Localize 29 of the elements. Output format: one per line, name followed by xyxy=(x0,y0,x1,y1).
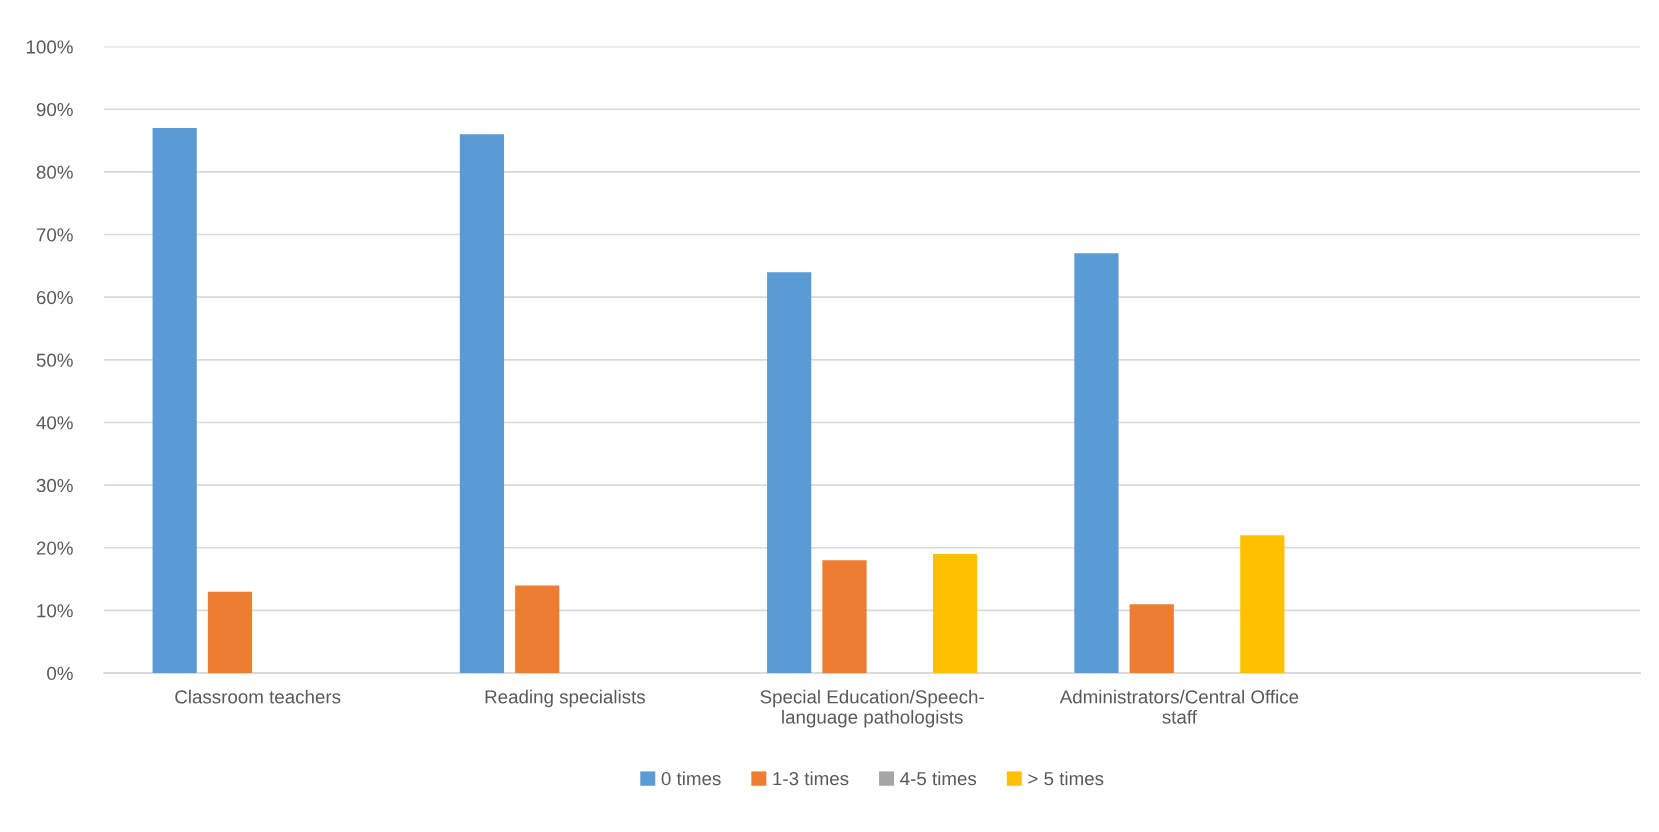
bar xyxy=(767,272,812,674)
legend-label: 4-5 times xyxy=(900,771,977,786)
y-tick-label: 50% xyxy=(36,353,73,367)
legend-label: 0 times xyxy=(661,771,721,786)
y-tick-label: 30% xyxy=(36,478,73,493)
y-tick-label: 100% xyxy=(26,40,73,54)
y-tick-label: 70% xyxy=(36,228,73,242)
legend-label: 1-3 times xyxy=(773,771,849,786)
y-tick-label: 90% xyxy=(36,102,73,117)
y-tick-label: 80% xyxy=(36,165,73,179)
bar xyxy=(515,585,560,674)
bar xyxy=(207,591,253,674)
bar xyxy=(822,560,867,674)
bar xyxy=(1074,253,1119,674)
x-tick-label: Reading specialists xyxy=(485,689,645,708)
bar xyxy=(459,134,505,674)
y-tick-label: 0% xyxy=(47,666,73,681)
y-tick-label: 60% xyxy=(36,290,73,305)
bar xyxy=(932,554,978,674)
x-tick-label: Special Education/Speech- language pathologists xyxy=(760,689,984,728)
legend-label: > 5 times xyxy=(1028,771,1104,786)
bar xyxy=(152,128,197,674)
x-tick-label: Administrators/Central Office staff xyxy=(1059,689,1299,724)
y-tick-label: 20% xyxy=(36,541,73,555)
y-tick-label: 10% xyxy=(37,604,73,618)
x-tick-label: Classroom teachers xyxy=(175,689,341,704)
bar xyxy=(1240,535,1285,674)
bar xyxy=(1129,604,1174,674)
y-tick-label: 40% xyxy=(36,416,73,430)
